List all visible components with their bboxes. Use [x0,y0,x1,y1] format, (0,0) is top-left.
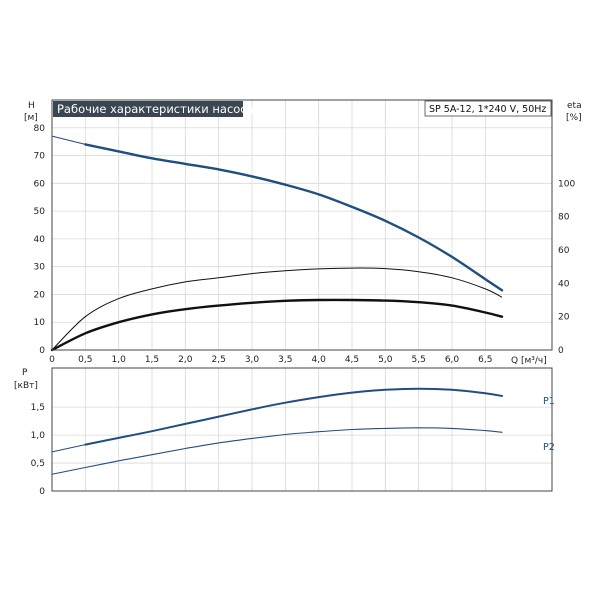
flow-axis-label: Q [м³/ч] [511,356,547,366]
lower-plot-grid [52,368,552,491]
head-tick-label: 60 [34,179,46,189]
npsh-curve-line [50,298,504,352]
x-tick-label: 0,5 [78,355,92,365]
head-tick-label: 10 [34,318,46,328]
upper-plot-grid [52,100,552,350]
model-label: SP 5A-12, 1*240 V, 50Hz [429,104,546,115]
eta-axis-unit: [%] [566,113,582,123]
p1-curve-dashed-segment [51,444,86,453]
x-tick-label: 2,5 [212,355,226,365]
eta-tick-label: 20 [558,313,570,323]
x-tick-label: 4,0 [312,355,327,365]
head-axis-unit: [м] [24,113,38,123]
x-tick-label: 3,0 [245,355,260,365]
efficiency-curve-line [51,267,503,351]
head-tick-label: 30 [34,263,46,273]
eta-tick-label: 60 [558,246,570,256]
x-tick-label: 0 [49,355,55,365]
x-tick-label: 5,5 [412,355,426,365]
title-banner [53,101,243,117]
power-tick-label: 0,5 [31,459,45,469]
lower-plot-curves [51,387,503,475]
power-axis-unit: [кВт] [14,381,38,391]
eta-tick-label: 100 [558,179,575,189]
power-axis-label: P [22,368,28,378]
head-curve-dashed-segment [51,135,86,145]
x-tick-label: 4,5 [345,355,359,365]
power-tick-label: 1,5 [31,403,45,413]
power-tick-label: 1,0 [31,431,46,441]
head-tick-label: 80 [34,124,46,134]
power-tick-label: 0 [39,487,45,497]
p2-series-label: P2 [543,442,555,453]
head-tick-label: 70 [34,152,46,162]
lower-plot-frame [51,367,553,492]
head-tick-label: 20 [34,290,46,300]
p1-series-label: P1 [543,396,555,407]
eta-tick-label: 40 [558,279,570,289]
p2-curve-dashed-segment [51,467,86,475]
x-tick-label: 6,5 [478,355,492,365]
x-tick-label: 5,0 [378,355,393,365]
eta-tick-label: 0 [558,346,564,356]
p2-curve-line [84,427,503,469]
x-tick-label: 3,5 [278,355,292,365]
chart-title: Рабочие характеристики насоса [57,102,254,116]
eta-tick-label: 80 [558,213,570,223]
upper-plot-ticks: 0 0,5 1,0 1,5 2,0 2,5 3,0 3,5 4,0 4,5 5,0 5,5 6,0 6,5… [34,124,576,365]
lower-plot-ticks: 0 0,5 1,0 1,5 [31,403,46,497]
eta-axis-label: eta [567,101,582,111]
head-tick-label: 40 [34,235,46,245]
upper-plot-frame [51,99,553,351]
x-tick-label: 1,0 [112,355,127,365]
head-axis-label: H [28,101,35,111]
p1-curve-line [84,387,503,446]
x-tick-label: 2,0 [178,355,193,365]
head-curve-line [84,143,504,292]
x-tick-label: 6,0 [445,355,460,365]
x-tick-label: 1,5 [145,355,159,365]
head-tick-label: 0 [39,346,45,356]
model-label-box [424,100,552,117]
head-tick-label: 50 [34,207,46,217]
upper-plot-curves [50,135,504,352]
